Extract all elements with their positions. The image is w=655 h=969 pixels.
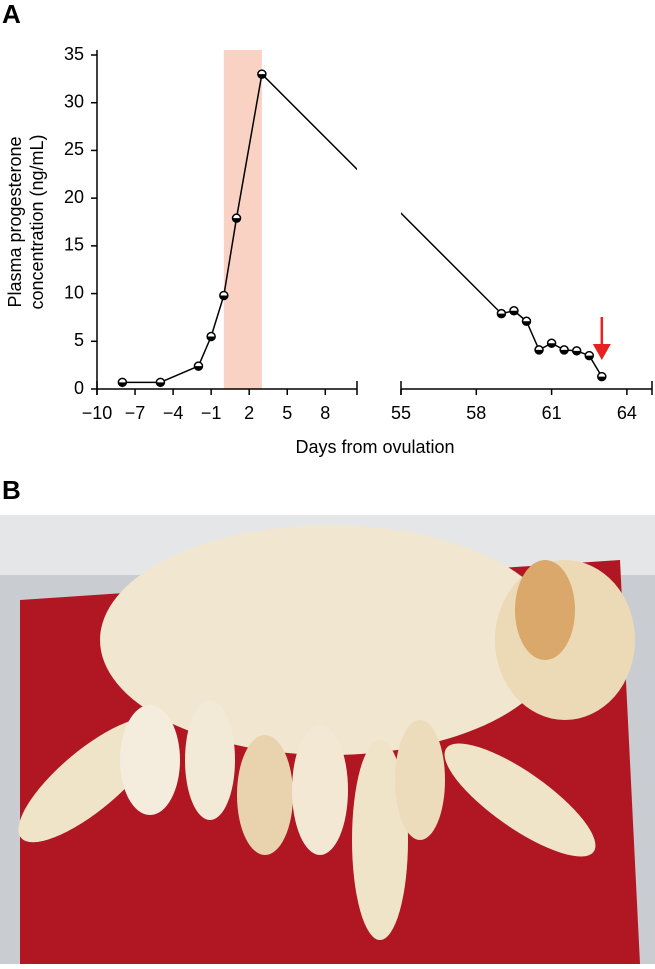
panel-label: A [2, 0, 21, 29]
x-tick-label: −10 [82, 403, 113, 423]
data-point-half [509, 310, 518, 315]
x-axis-label: Days from ovulation [295, 437, 454, 457]
x-tick-label: 58 [466, 403, 486, 423]
highlight-band [223, 50, 262, 389]
data-point-half [156, 382, 165, 387]
data-point-half [597, 376, 606, 381]
dog-body [100, 525, 560, 755]
dog-leg [352, 740, 408, 940]
data-point-half [572, 350, 581, 355]
y-tick-label: 35 [64, 44, 84, 64]
x-tick-label: −4 [163, 403, 184, 423]
dog-ear [515, 560, 575, 660]
data-point-half [257, 74, 266, 79]
x-tick-label: −1 [201, 403, 222, 423]
data-point-half [232, 218, 241, 223]
arrow-head [592, 344, 611, 360]
x-tick-label: 2 [244, 403, 254, 423]
y-tick-label: 10 [64, 282, 84, 302]
puppy [395, 720, 445, 840]
data-line [122, 72, 603, 384]
puppy [237, 735, 293, 855]
x-tick-label: 5 [282, 403, 292, 423]
data-point-half [560, 349, 569, 354]
data-point-half [219, 295, 228, 300]
y-tick-label: 0 [74, 378, 84, 398]
x-tick-label: 64 [617, 403, 637, 423]
data-point-half [194, 366, 203, 371]
data-point-half [535, 349, 544, 354]
data-point-half [118, 382, 127, 387]
y-tick-label: 15 [64, 235, 84, 255]
dog-leg [444, 743, 596, 857]
x-tick-label: 55 [391, 403, 411, 423]
puppy [292, 725, 348, 855]
data-point-half [585, 355, 594, 360]
x-tick-label: 8 [320, 403, 330, 423]
data-point-half [522, 321, 531, 326]
x-tick-label: 61 [542, 403, 562, 423]
y-tick-label: 25 [64, 139, 84, 159]
photo [0, 515, 655, 964]
y-tick-label: 5 [74, 330, 84, 350]
x-tick-label: −7 [125, 403, 146, 423]
y-tick-label: 20 [64, 187, 84, 207]
panel-label: B [2, 475, 21, 505]
puppy [120, 705, 180, 815]
data-point-half [547, 343, 556, 348]
y-axis-label: concentration (ng/mL) [27, 134, 47, 309]
y-tick-label: 30 [64, 91, 84, 111]
data-point-half [207, 336, 216, 341]
puppy [185, 700, 235, 820]
y-axis-label: Plasma progesterone [5, 136, 25, 307]
data-point-half [497, 313, 506, 318]
